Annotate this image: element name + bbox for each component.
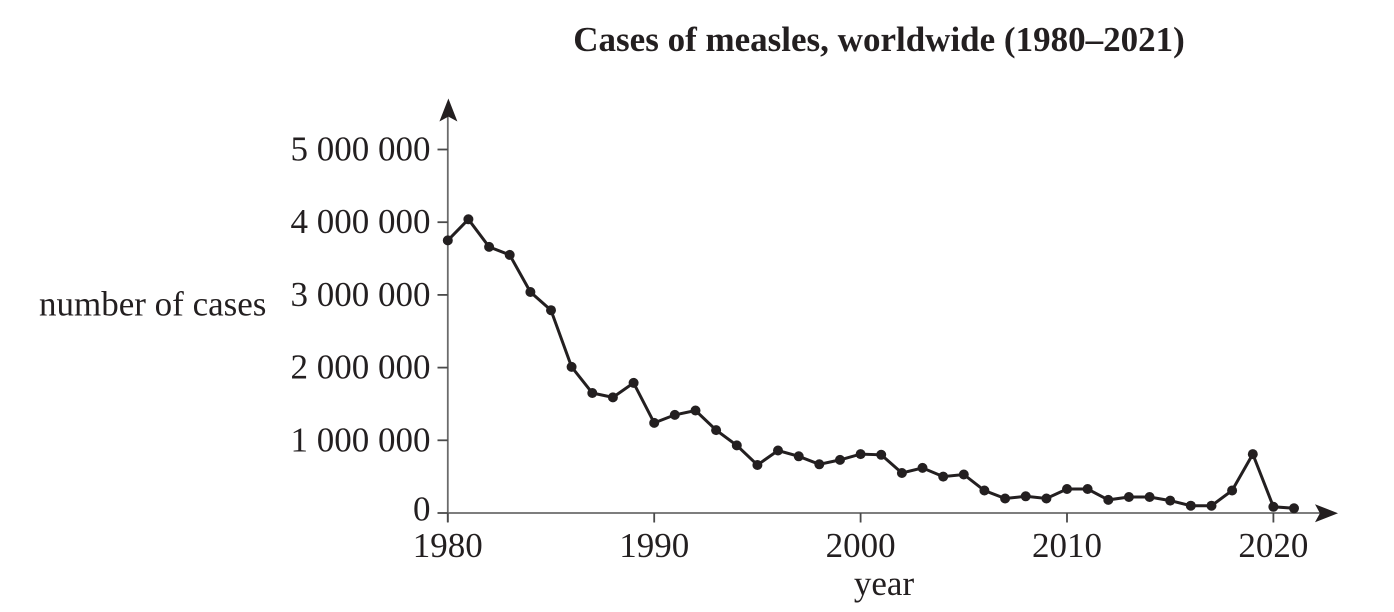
- svg-text:2 000 000: 2 000 000: [291, 348, 431, 387]
- svg-text:3 000 000: 3 000 000: [291, 275, 431, 314]
- svg-text:0: 0: [413, 490, 431, 529]
- svg-text:1980: 1980: [413, 526, 483, 565]
- svg-text:Cases of measles, worldwide (1: Cases of measles, worldwide (1980–2021): [573, 20, 1184, 59]
- svg-text:year: year: [854, 564, 915, 603]
- svg-text:2000: 2000: [826, 526, 896, 565]
- svg-text:4 000 000: 4 000 000: [291, 202, 431, 241]
- svg-text:1990: 1990: [619, 526, 689, 565]
- svg-text:1 000 000: 1 000 000: [291, 420, 431, 459]
- svg-text:2020: 2020: [1238, 526, 1308, 565]
- svg-text:5 000 000: 5 000 000: [291, 130, 431, 169]
- svg-text:2010: 2010: [1032, 526, 1102, 565]
- svg-text:number of cases: number of cases: [39, 285, 266, 324]
